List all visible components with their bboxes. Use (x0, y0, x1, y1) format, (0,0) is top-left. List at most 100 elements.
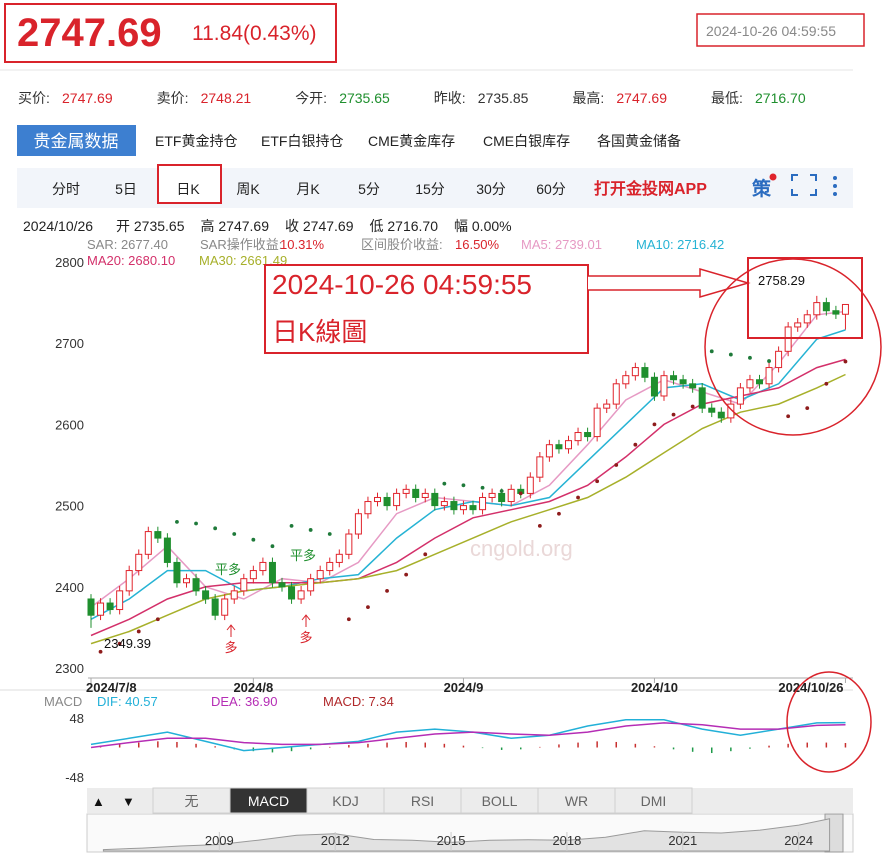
signal-arrow (301, 614, 311, 627)
candle-body (670, 375, 678, 381)
tab[interactable]: ETF黄金持仓 (155, 133, 237, 149)
sar-dot (385, 588, 389, 593)
candle-body (383, 496, 391, 507)
annotation-caption: 日K線圖 (272, 317, 367, 347)
candle-body (278, 582, 286, 588)
y-tick-label: 2400 (55, 580, 84, 595)
scroll-up[interactable]: ▲ (92, 794, 105, 809)
indicator-tab[interactable] (460, 787, 539, 814)
candle-body (507, 488, 515, 503)
sar-dot (633, 442, 638, 447)
sar-dot (480, 485, 485, 490)
app-link[interactable]: 打开金投网APP (594, 179, 707, 198)
quote-value: 2735.65 (339, 90, 390, 106)
sar-dot (748, 355, 752, 360)
candle-body (612, 383, 620, 405)
more-icon[interactable] (833, 176, 837, 196)
annotation-time: 2024-10-26 04:59:55 (272, 269, 532, 300)
strategy[interactable]: 策 (752, 177, 772, 200)
indicator-tab[interactable] (537, 787, 616, 814)
x-tick-label: 2024/7/8 (86, 680, 137, 695)
candle-body (708, 407, 716, 413)
sar-dot (709, 349, 714, 354)
candle-body (641, 367, 649, 378)
candle-body (450, 501, 458, 511)
period[interactable]: 30分 (476, 181, 506, 197)
y-tick-label: 2600 (55, 417, 84, 432)
sar-dot (805, 406, 810, 411)
sar-dot (595, 479, 600, 484)
candle-body (679, 379, 687, 385)
period[interactable]: 5日 (115, 181, 137, 197)
sar-dot (461, 483, 466, 488)
period[interactable]: 月K (296, 181, 320, 197)
sar-dot (404, 572, 409, 577)
x-tick-label: 2024/10/26 (778, 680, 843, 695)
quote-value: 2716.70 (755, 90, 806, 106)
candle-body (555, 444, 563, 450)
highlight-box (747, 257, 863, 339)
overview-tick-label: 2024 (784, 833, 813, 848)
indicator-tab-label: 无 (185, 793, 199, 809)
max-label: 2758.29 (758, 273, 805, 288)
period[interactable]: 5分 (358, 181, 380, 197)
tab[interactable]: CME白银库存 (483, 133, 570, 149)
candle-body (727, 403, 735, 419)
period[interactable]: 日K (176, 181, 200, 197)
macd-tick-label: -48 (65, 770, 84, 785)
info-item: 幅 0.00% (454, 218, 512, 234)
scroll-down[interactable]: ▼ (122, 794, 135, 809)
candle-body (775, 350, 783, 369)
macd-legend: DIF: 40.57 (97, 694, 158, 709)
indicator-tab-label: KDJ (332, 793, 358, 809)
tab[interactable]: 各国黄金储备 (597, 133, 681, 149)
indicator-tab[interactable] (152, 787, 231, 814)
candle-body (603, 403, 611, 409)
candle-body (144, 531, 152, 555)
period[interactable]: 周K (236, 181, 260, 197)
candle-body (125, 570, 133, 592)
sar-dot (232, 532, 237, 536)
highlight-circle (786, 671, 872, 773)
candle-body (421, 492, 429, 498)
sar-dot (270, 544, 275, 549)
info-item: 开 2735.65 (116, 218, 185, 234)
period-bar (17, 168, 853, 208)
candle-body (431, 492, 439, 507)
candle-body (459, 505, 467, 511)
stat-value: 10.31% (280, 237, 325, 252)
sar-dot (346, 617, 351, 622)
indicator-tab[interactable] (383, 787, 462, 814)
fullscreen-icon[interactable] (791, 174, 817, 196)
candle-body (479, 496, 487, 511)
tab[interactable]: ETF白银持仓 (261, 133, 343, 149)
candle-body (469, 505, 477, 511)
candle-body (297, 590, 305, 600)
candle-body (393, 492, 401, 507)
indicator-tab-label: MACD (248, 793, 289, 809)
ma-legend: MA10: 2716.42 (636, 237, 724, 252)
candle-body (832, 310, 840, 315)
min-label: 2349.39 (104, 636, 151, 651)
signal: 多 (299, 630, 312, 645)
indicator-tab[interactable] (229, 787, 308, 814)
period[interactable]: 分时 (52, 181, 80, 197)
sar-dot (518, 491, 523, 496)
indicator-tab[interactable] (614, 787, 693, 814)
macd-tick-label: 48 (70, 711, 84, 726)
sar-dot (767, 359, 771, 363)
period[interactable]: 60分 (536, 181, 566, 197)
x-tick-label: 2024/10 (631, 680, 678, 695)
candle-body (173, 561, 181, 584)
sar-dot (289, 524, 294, 528)
candle-body (316, 570, 324, 580)
ma-legend: MA5: 2739.01 (521, 237, 602, 252)
x-tick-label: 2024/9 (444, 680, 484, 695)
tab[interactable]: CME黄金库存 (368, 133, 455, 149)
y-tick-label: 2300 (55, 661, 84, 676)
period[interactable]: 15分 (415, 181, 445, 197)
tab[interactable]: 贵金属数据 (34, 132, 119, 151)
candle-body (631, 367, 639, 377)
